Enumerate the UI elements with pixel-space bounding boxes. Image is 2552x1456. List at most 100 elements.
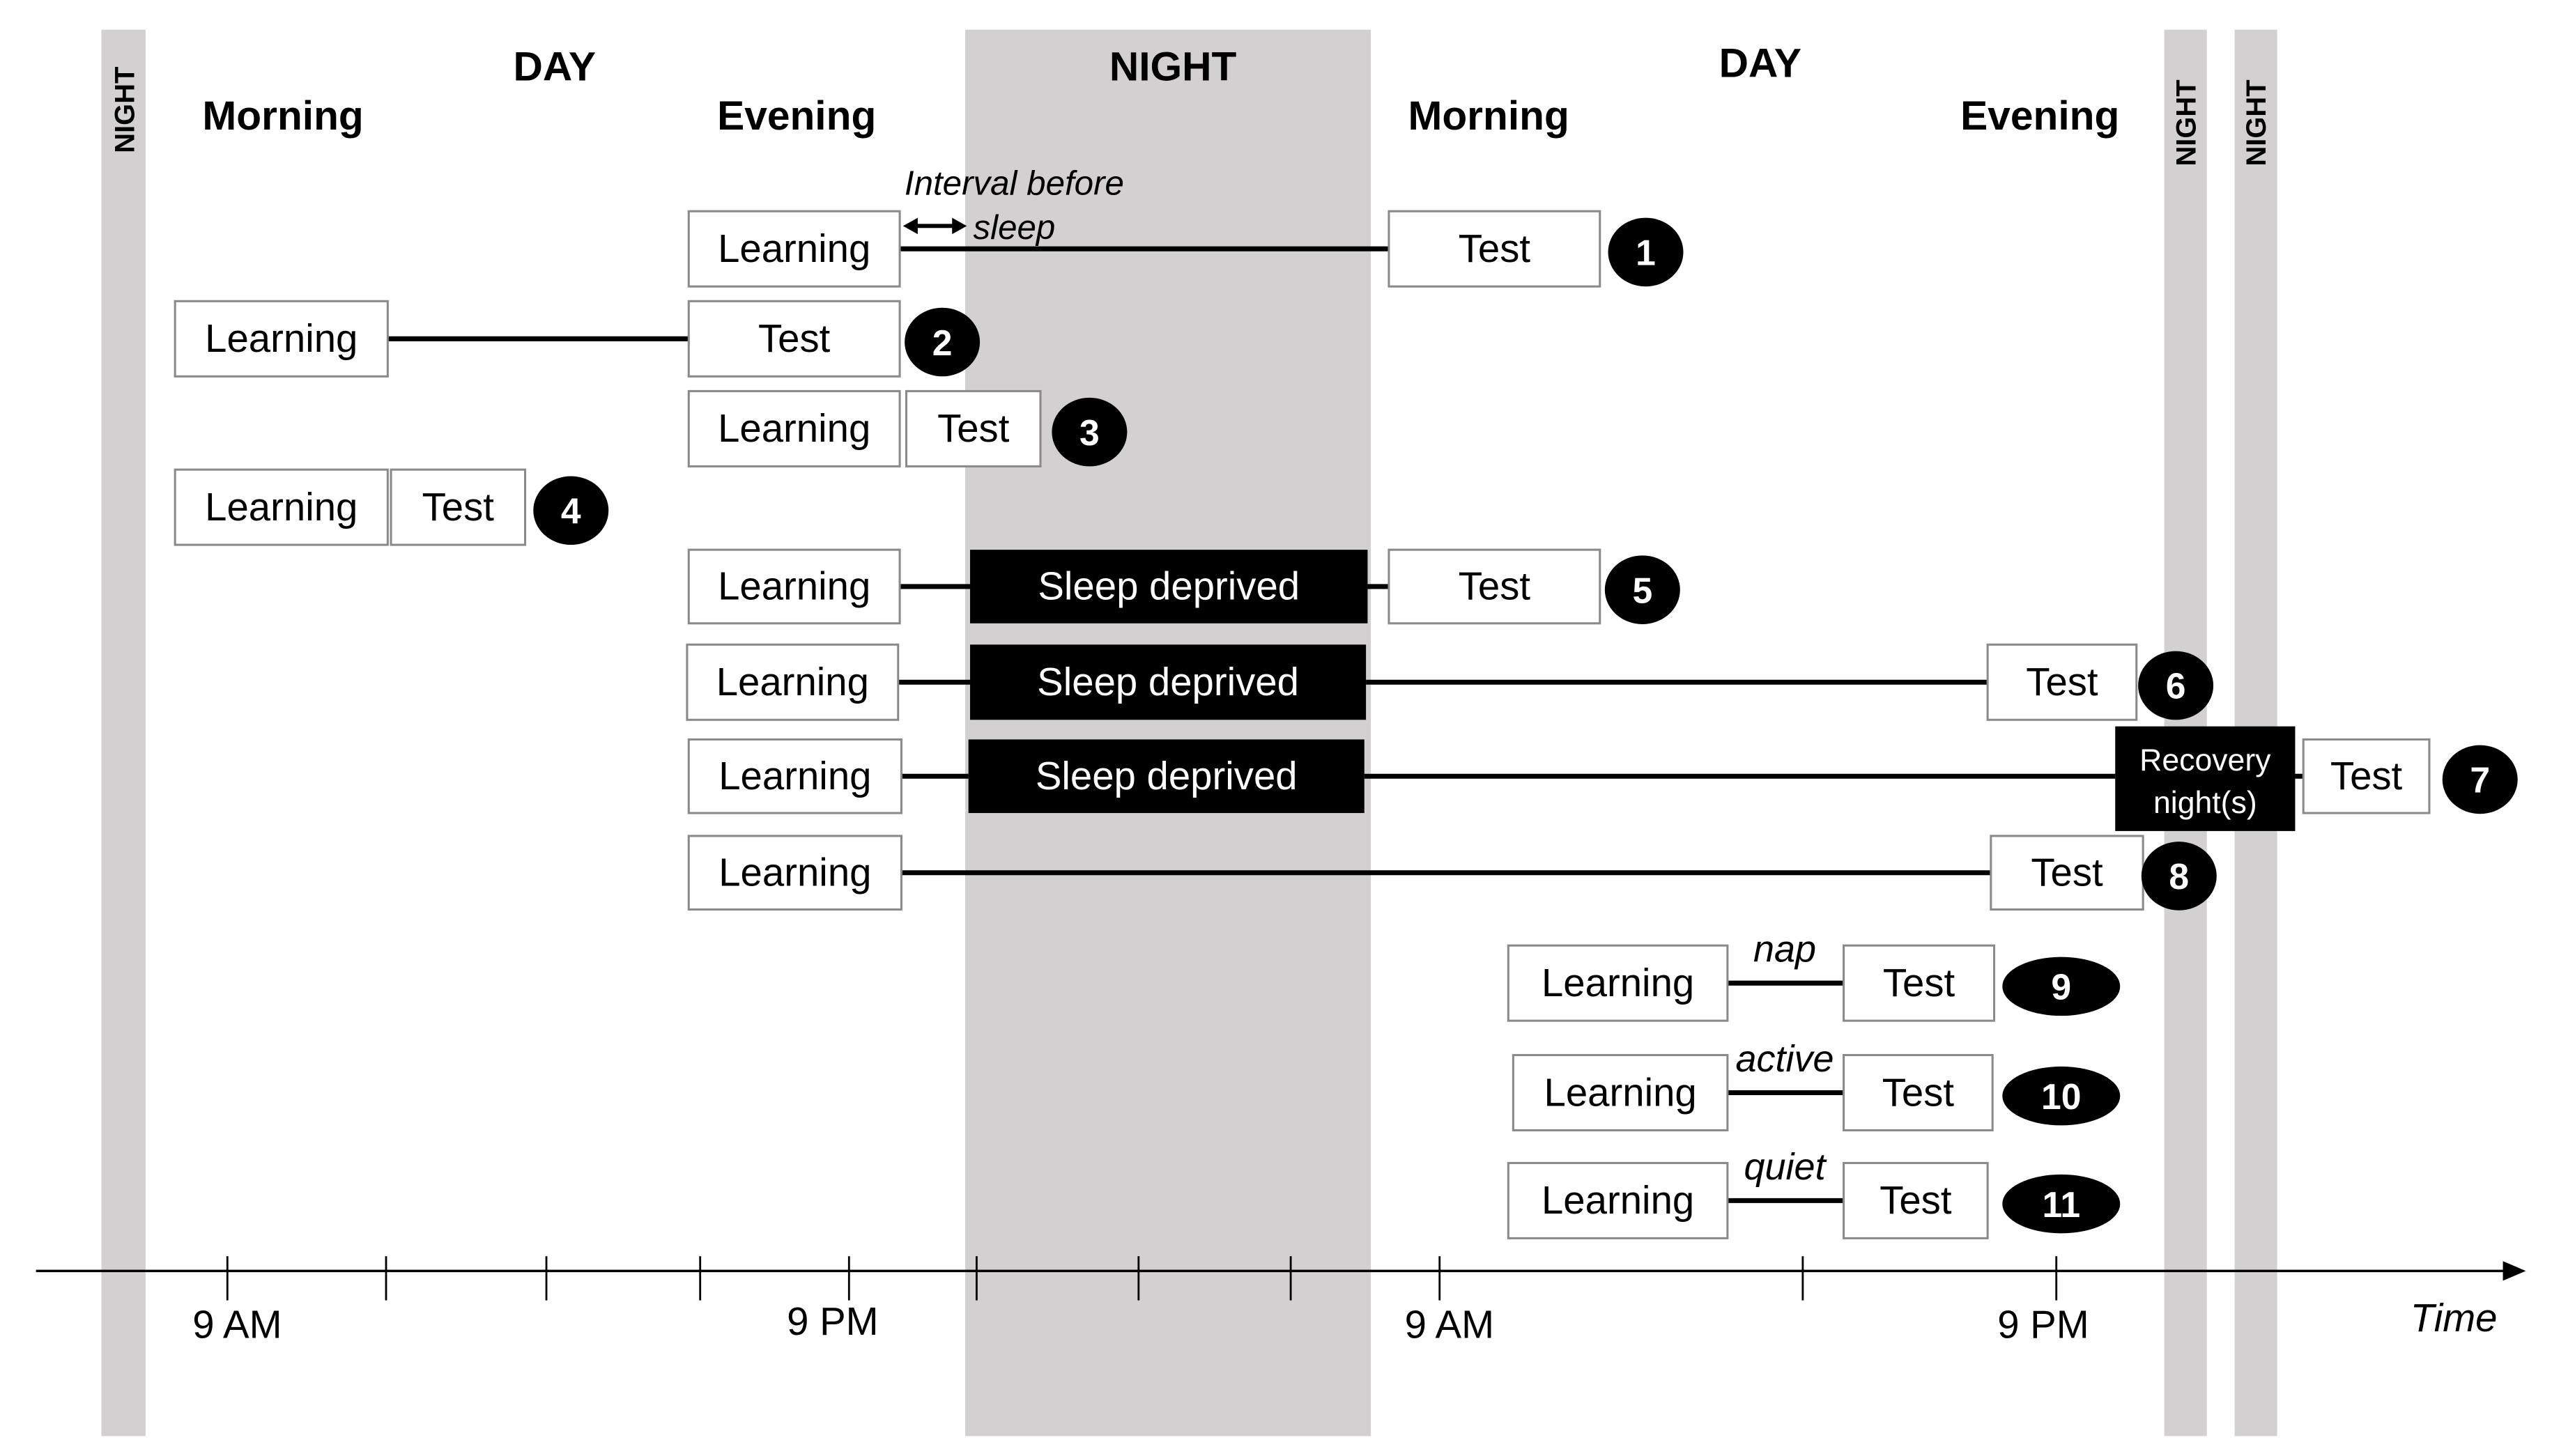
test-box [905, 389, 1042, 467]
learning-box-label: Learning [718, 226, 870, 270]
test-box-label: Test [937, 406, 1010, 450]
condition-badge [2002, 1066, 2121, 1126]
night-label-right-2: NIGHT [2241, 79, 2272, 166]
condition-badge [2141, 842, 2217, 911]
axis-tick-label-9pm-2: 9 PM [1997, 1303, 2089, 1347]
protocol-row-10: Learning Test active 10 [1512, 1038, 2121, 1131]
learning-box [686, 643, 900, 721]
learning-box-label: Learning [718, 406, 870, 450]
night-band-left [101, 29, 146, 1436]
protocol-row-4: Learning Test 4 [174, 468, 609, 546]
protocol-row-1: Learning Test 1 [687, 210, 1684, 288]
night-label-right-1: NIGHT [2171, 79, 2201, 166]
learning-box-label: Learning [718, 851, 871, 894]
learning-box [687, 548, 901, 625]
sleep-deprived-box [970, 644, 1367, 720]
learning-box [687, 389, 901, 467]
header-night: NIGHT [1109, 44, 1237, 89]
condition-badge [2138, 651, 2214, 720]
learning-box-label: Learning [205, 485, 358, 529]
header-morning-2: Morning [1408, 93, 1569, 139]
condition-badge [1604, 555, 1680, 624]
sleep-deprived-box [970, 550, 1368, 624]
learning-box [174, 468, 389, 546]
protocol-row-11: Learning Test quiet 11 [1507, 1146, 2121, 1239]
test-box-label: Test [2031, 851, 2103, 894]
protocol-row-3: Learning Test 3 [687, 389, 1128, 467]
condition-number: 2 [932, 323, 953, 363]
learning-box [1507, 1161, 1729, 1239]
time-axis: 9 AM 9 PM 9 AM 9 PM Time [36, 1256, 2526, 1347]
sleep-deprived-box-label: Sleep deprived [1038, 564, 1300, 608]
test-box-label: Test [2330, 754, 2403, 798]
learning-box-label: Learning [716, 660, 869, 704]
condition-badge [533, 476, 609, 545]
header-evening-2: Evening [1960, 93, 2119, 139]
learning-box [1507, 944, 1729, 1022]
protocol-row-8: Learning Test 8 [687, 835, 2217, 911]
interval-annotation-line1: Interval before [905, 164, 1124, 203]
sleep-deprived-box-label: Sleep deprived [1037, 660, 1299, 704]
sleep-deprived-box-label: Sleep deprived [1036, 754, 1298, 798]
test-box-label: Test [1883, 961, 1955, 1005]
condition-number: 9 [2051, 967, 2071, 1007]
condition-number: 6 [2166, 666, 2186, 706]
test-box [2302, 738, 2431, 814]
protocol-row-7: Learning Sleep deprived Recovery night(s) Te… [687, 726, 2518, 831]
test-box [1388, 548, 1601, 625]
header-day-2: DAY [1719, 41, 1801, 86]
condition-number: 5 [1632, 570, 1652, 610]
learning-box-label: Learning [1542, 1178, 1694, 1222]
learning-box-label: Learning [718, 564, 870, 608]
learning-box-label: Learning [718, 754, 871, 798]
axis-tick-label-9pm-1: 9 PM [787, 1299, 878, 1343]
protocol-row-6: Learning Sleep deprived Test 6 [686, 643, 2214, 721]
interval-type-label: active [1736, 1038, 1834, 1080]
condition-number: 11 [2042, 1184, 2080, 1225]
condition-badge [1608, 217, 1684, 287]
condition-number: 10 [2041, 1076, 2081, 1117]
learning-box [687, 738, 902, 814]
learning-box-label: Learning [205, 316, 358, 360]
condition-number: 8 [2169, 856, 2189, 897]
header-morning-1: Morning [202, 93, 363, 139]
test-box-label: Test [1880, 1178, 1952, 1222]
night-label-left: NIGHT [109, 67, 140, 153]
condition-badge [2442, 745, 2518, 814]
condition-badge [2002, 957, 2121, 1016]
test-box [1843, 944, 1996, 1022]
test-box [1990, 835, 2144, 911]
learning-box [174, 300, 389, 378]
test-box [1986, 643, 2138, 721]
recovery-label: Recovery [2139, 743, 2271, 777]
condition-number: 4 [561, 491, 581, 532]
interval-annotation-line2: sleep [973, 208, 1055, 247]
test-box-label: Test [1882, 1070, 1955, 1114]
interval-type-label: quiet [1744, 1146, 1827, 1188]
header-day-1: DAY [514, 44, 597, 89]
learning-box [1512, 1053, 1729, 1131]
learning-box-label: Learning [1542, 961, 1694, 1005]
test-box-label: Test [1459, 226, 1531, 270]
test-box [1388, 210, 1601, 288]
protocol-row-2: Learning Test 2 [174, 300, 981, 378]
axis-arrow-icon [2503, 1261, 2526, 1281]
condition-badge [905, 307, 981, 377]
header-evening-1: Evening [717, 93, 876, 139]
axis-tick-label-9am-1: 9 AM [192, 1303, 282, 1347]
learning-box [687, 835, 902, 911]
condition-number: 3 [1079, 412, 1100, 453]
learning-box [687, 210, 901, 288]
axis-label-time: Time [2411, 1296, 2498, 1340]
night-band-main [964, 29, 1371, 1436]
test-box-label: Test [422, 485, 495, 529]
condition-badge [2002, 1174, 2121, 1234]
learning-box-label: Learning [1544, 1070, 1697, 1114]
sleep-deprived-box [968, 739, 1365, 814]
interval-type-label: nap [1753, 929, 1816, 970]
protocol-row-5: Learning Sleep deprived Test 5 [687, 548, 1680, 625]
test-box [687, 300, 901, 378]
condition-number: 7 [2470, 760, 2490, 800]
axis-tick-label-9am-2: 9 AM [1405, 1303, 1494, 1347]
